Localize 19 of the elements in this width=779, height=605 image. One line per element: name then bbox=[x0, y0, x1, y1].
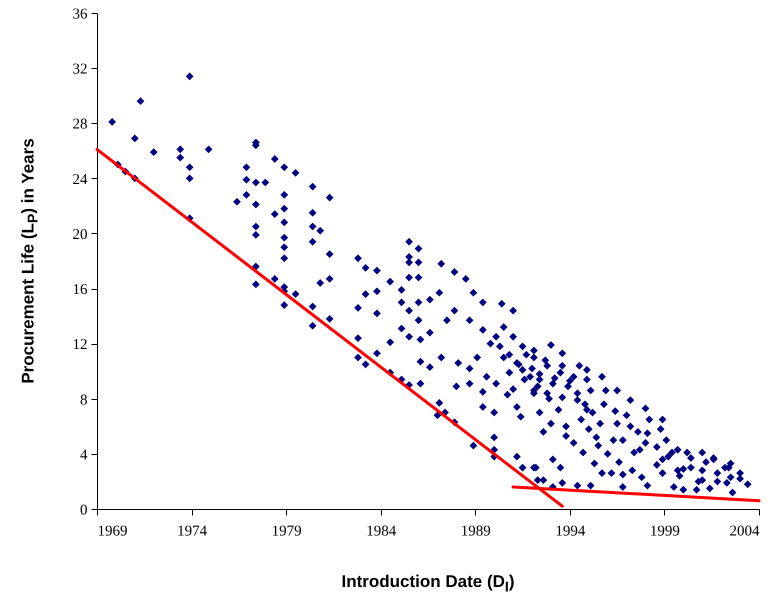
y-tick-label: 32 bbox=[72, 62, 88, 78]
y-tick-label: 0 bbox=[80, 502, 88, 518]
y-tick-label: 24 bbox=[72, 172, 88, 188]
x-tick-label: 1979 bbox=[272, 524, 302, 540]
y-tick-label: 4 bbox=[80, 447, 88, 464]
x-tick-label: 1994 bbox=[555, 524, 586, 540]
x-axis-title: Introduction Date (D$_{I}$) bbox=[342, 572, 514, 596]
y-tick-label: 16 bbox=[72, 282, 88, 298]
x-tick-label: 1989 bbox=[460, 524, 491, 540]
y-tick-label: 28 bbox=[72, 116, 88, 133]
y-tick-label: 20 bbox=[72, 226, 88, 243]
x-tick-label: 1969 bbox=[98, 524, 128, 540]
y-tick-label: 12 bbox=[72, 337, 88, 354]
x-tick-label: 1999 bbox=[650, 524, 680, 540]
x-tick-label: 1974 bbox=[177, 524, 208, 540]
x-tick-label: 1984 bbox=[366, 524, 397, 540]
x-tick-label: 2004 bbox=[730, 524, 760, 540]
y-tick-label: 8 bbox=[80, 392, 88, 408]
y-tick-label: 36 bbox=[72, 6, 88, 22]
